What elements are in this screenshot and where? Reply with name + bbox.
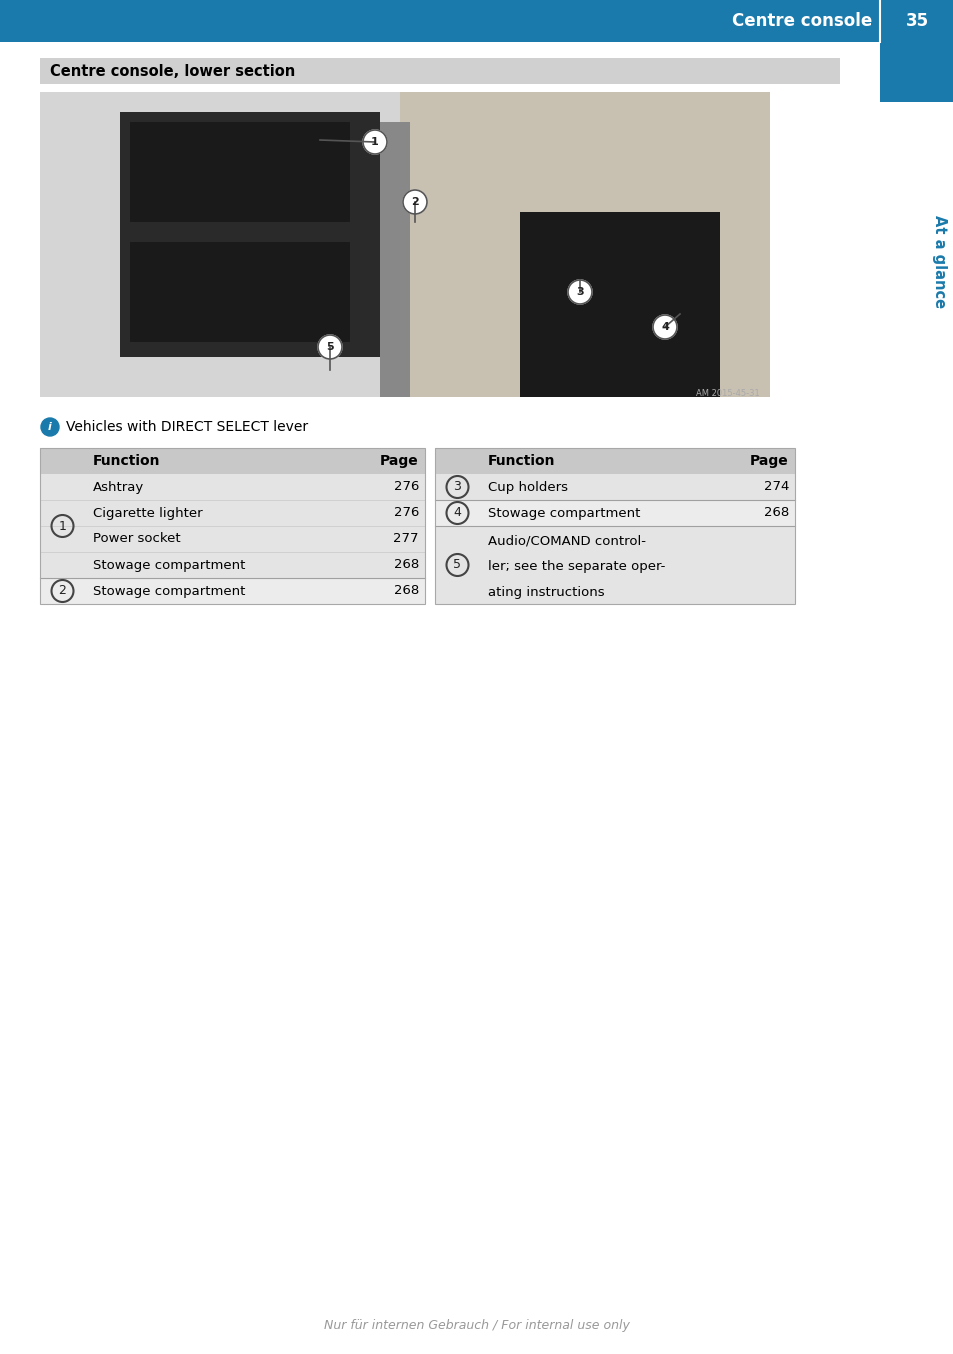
Text: 268: 268 [394, 558, 418, 571]
Text: Vehicles with DIRECT SELECT lever: Vehicles with DIRECT SELECT lever [66, 420, 308, 435]
Text: Audio/COMAND control-: Audio/COMAND control- [488, 533, 645, 547]
Circle shape [402, 190, 427, 214]
Text: 268: 268 [394, 585, 418, 597]
Text: Centre console: Centre console [731, 12, 871, 30]
Text: 274: 274 [762, 481, 788, 493]
Bar [399, 92, 769, 397]
Text: 5: 5 [326, 343, 334, 352]
Circle shape [363, 130, 387, 154]
Bar [40, 92, 769, 397]
Text: ating instructions: ating instructions [488, 586, 604, 598]
Text: 277: 277 [393, 532, 418, 546]
Text: 268: 268 [763, 506, 788, 520]
Bar [40, 578, 424, 604]
Text: Page: Page [749, 454, 788, 468]
Text: Stowage compartment: Stowage compartment [92, 585, 245, 597]
Bar [40, 58, 840, 84]
Text: 4: 4 [453, 506, 461, 520]
Text: Power socket: Power socket [92, 532, 180, 546]
Text: Stowage compartment: Stowage compartment [92, 558, 245, 571]
Circle shape [567, 280, 592, 305]
Bar [40, 474, 424, 578]
Text: 1: 1 [58, 520, 67, 532]
Bar [879, 42, 953, 102]
Text: 1: 1 [371, 137, 378, 148]
Text: 276: 276 [394, 481, 418, 493]
Circle shape [41, 418, 59, 436]
Text: Centre console, lower section: Centre console, lower section [50, 64, 294, 79]
Bar [0, 0, 953, 42]
Text: Cup holders: Cup holders [488, 481, 567, 493]
Circle shape [652, 315, 677, 338]
Text: 3: 3 [576, 287, 583, 297]
Text: Function: Function [488, 454, 555, 468]
Bar [40, 448, 424, 474]
Bar [130, 242, 350, 343]
Text: At a glance: At a glance [931, 215, 946, 309]
Text: Cigarette lighter: Cigarette lighter [92, 506, 202, 520]
Text: Function: Function [92, 454, 160, 468]
Bar [130, 122, 350, 222]
Text: 3: 3 [453, 481, 461, 493]
Text: Page: Page [380, 454, 418, 468]
Bar [379, 122, 410, 397]
Bar [435, 500, 794, 525]
Bar [435, 474, 794, 500]
Text: Stowage compartment: Stowage compartment [488, 506, 639, 520]
Bar [120, 112, 379, 357]
Text: Ashtray: Ashtray [92, 481, 144, 493]
Text: 4: 4 [660, 322, 668, 332]
Text: Nur für internen Gebrauch / For internal use only: Nur für internen Gebrauch / For internal… [324, 1319, 629, 1331]
Bar [435, 448, 794, 604]
Text: 2: 2 [411, 196, 418, 207]
Bar [435, 448, 794, 474]
Text: 5: 5 [453, 558, 461, 571]
Circle shape [317, 334, 341, 359]
Text: AM 2015-45-31: AM 2015-45-31 [696, 389, 760, 398]
Bar [40, 448, 424, 604]
Text: 35: 35 [904, 12, 927, 30]
Bar [435, 525, 794, 604]
Text: ler; see the separate oper-: ler; see the separate oper- [488, 561, 664, 573]
Text: i: i [48, 422, 51, 432]
Text: 276: 276 [394, 506, 418, 520]
Bar [519, 213, 720, 397]
Text: 2: 2 [58, 585, 67, 597]
